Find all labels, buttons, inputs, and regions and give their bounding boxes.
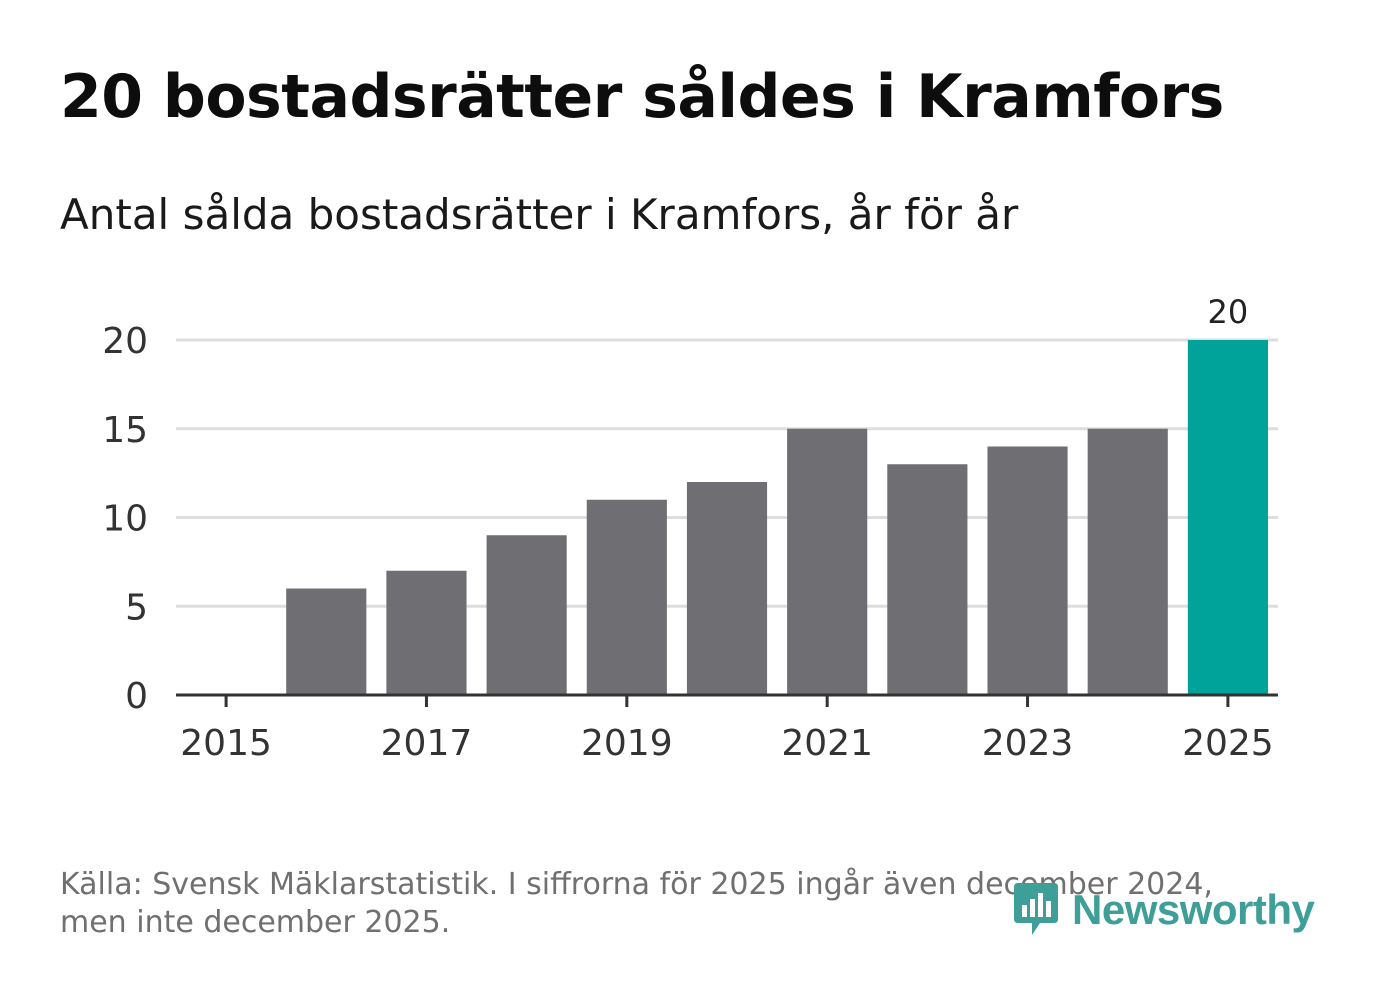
bar-2021 — [787, 428, 868, 695]
y-tick-label-15: 15 — [102, 410, 148, 451]
brand-logo: Newsworthy — [1010, 878, 1315, 942]
newsworthy-logo-icon — [1014, 883, 1058, 935]
bar-2025 — [1187, 340, 1268, 695]
bar-2022 — [887, 464, 968, 695]
data-label-2025: 20 — [1208, 293, 1249, 331]
chart-subtitle: Antal sålda bostadsrätter i Kramfors, år… — [60, 190, 1019, 239]
bar-2019 — [586, 499, 667, 695]
x-tick-label-2021: 2021 — [781, 723, 873, 764]
x-tick-label-2015: 2015 — [180, 723, 272, 764]
x-tick-label-2019: 2019 — [581, 723, 673, 764]
bar-2017 — [386, 570, 467, 695]
bar-2018 — [486, 535, 567, 695]
x-tick-label-2023: 2023 — [982, 723, 1074, 764]
bar-2016 — [286, 588, 367, 695]
bar-2024 — [1087, 428, 1168, 695]
y-tick-label-0: 0 — [125, 676, 148, 717]
bar-2023 — [987, 446, 1068, 695]
chart-title: 20 bostadsrätter såldes i Kramfors — [60, 62, 1224, 132]
x-tick-label-2017: 2017 — [381, 723, 473, 764]
y-tick-label-10: 10 — [102, 499, 148, 540]
y-tick-label-20: 20 — [102, 321, 148, 362]
x-tick-label-2025: 2025 — [1182, 723, 1274, 764]
source-note-line-2: men inte december 2025. — [60, 905, 451, 940]
y-tick-label-5: 5 — [125, 587, 148, 628]
bar-2020 — [686, 482, 768, 695]
brand-name: Newsworthy — [1072, 886, 1315, 933]
